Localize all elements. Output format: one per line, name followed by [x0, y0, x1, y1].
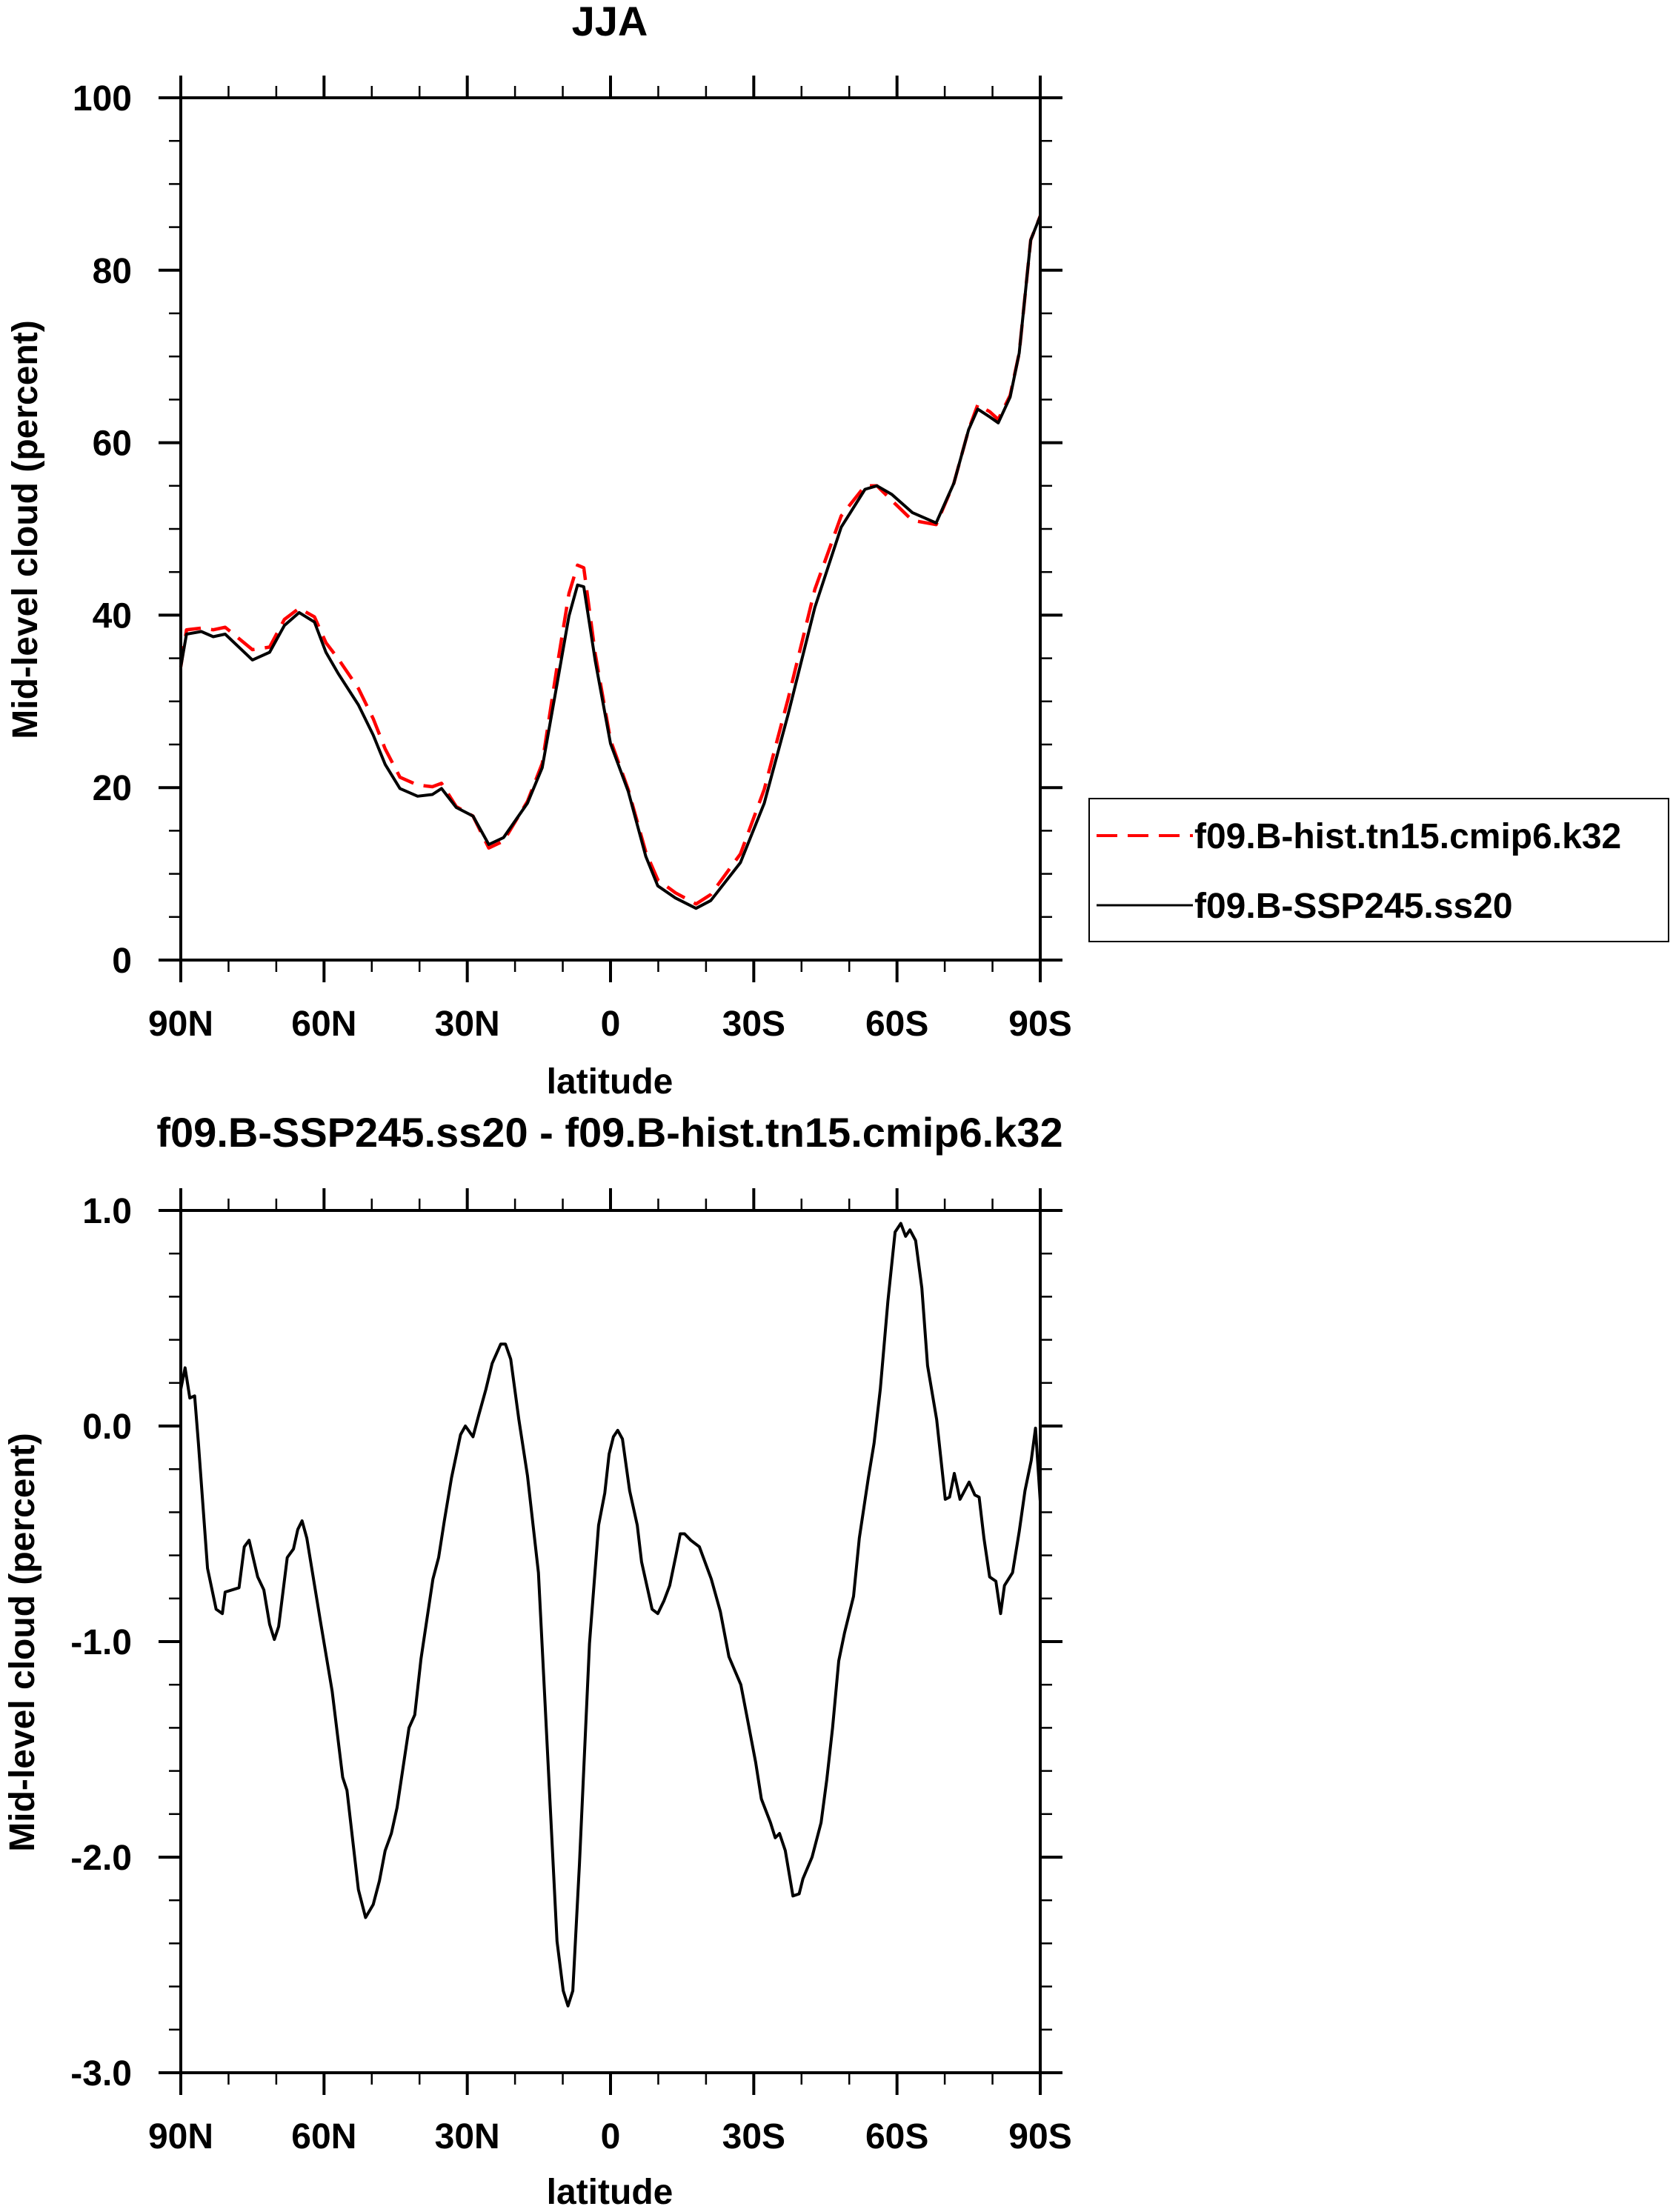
- y-tick-label: -1.0: [70, 1623, 132, 1662]
- top-chart-xlabel: latitude: [547, 1062, 673, 1102]
- top-chart-panel: JJA latitude Mid-level cloud (percent) f…: [6, 0, 1669, 1102]
- x-tick-label: 90N: [148, 2117, 213, 2156]
- legend-label-hist: f09.B-hist.tn15.cmip6.k32: [1194, 817, 1621, 856]
- y-tick-label: 100: [73, 79, 132, 119]
- bottom-chart-xlabel: latitude: [547, 2173, 673, 2212]
- series-line-0-0: [179, 215, 1042, 906]
- y-tick-label: 0.0: [82, 1408, 132, 1447]
- legend: f09.B-hist.tn15.cmip6.k32 f09.B-SSP245.s…: [1088, 798, 1669, 942]
- y-tick-label: 80: [93, 252, 132, 291]
- legend-label-ssp: f09.B-SSP245.ss20: [1194, 887, 1513, 926]
- y-tick-label: 1.0: [82, 1192, 132, 1231]
- x-tick-label: 30N: [435, 2117, 500, 2156]
- x-tick-label: 60S: [865, 1005, 928, 1044]
- plot-frame: [179, 96, 1042, 962]
- x-tick-label: 30N: [435, 1005, 500, 1044]
- plot-frame: [179, 1209, 1042, 2074]
- series-line-0-1: [179, 215, 1042, 910]
- y-tick-label: 20: [93, 769, 132, 808]
- bottom-chart-title: f09.B-SSP245.ss20 - f09.B-hist.tn15.cmip…: [156, 1109, 1062, 1156]
- legend-box: [1088, 798, 1669, 942]
- x-tick-label: 60N: [291, 1005, 356, 1044]
- y-tick-label: -3.0: [70, 2054, 132, 2093]
- x-tick-label: 0: [601, 2117, 621, 2156]
- x-tick-label: 30S: [722, 1005, 785, 1044]
- x-tick-label: 0: [601, 1005, 621, 1044]
- y-tick-label: 40: [93, 596, 132, 636]
- bottom-chart-panel: f09.B-SSP245.ss20 - f09.B-hist.tn15.cmip…: [3, 1109, 1072, 2212]
- x-tick-label: 90S: [1008, 1005, 1071, 1044]
- y-tick-label: 0: [112, 942, 132, 981]
- x-tick-label: 90N: [148, 1005, 213, 1044]
- series-line-1-0: [179, 1222, 1042, 2008]
- bottom-chart-ylabel: Mid-level cloud (percent): [3, 1433, 42, 1851]
- x-tick-label: 90S: [1008, 2117, 1071, 2156]
- top-chart-title: JJA: [572, 0, 648, 44]
- y-tick-label: -2.0: [70, 1839, 132, 1878]
- x-tick-label: 60S: [865, 2117, 928, 2156]
- x-tick-label: 30S: [722, 2117, 785, 2156]
- y-tick-label: 60: [93, 424, 132, 464]
- x-tick-label: 60N: [291, 2117, 356, 2156]
- top-chart-ylabel: Mid-level cloud (percent): [6, 320, 45, 739]
